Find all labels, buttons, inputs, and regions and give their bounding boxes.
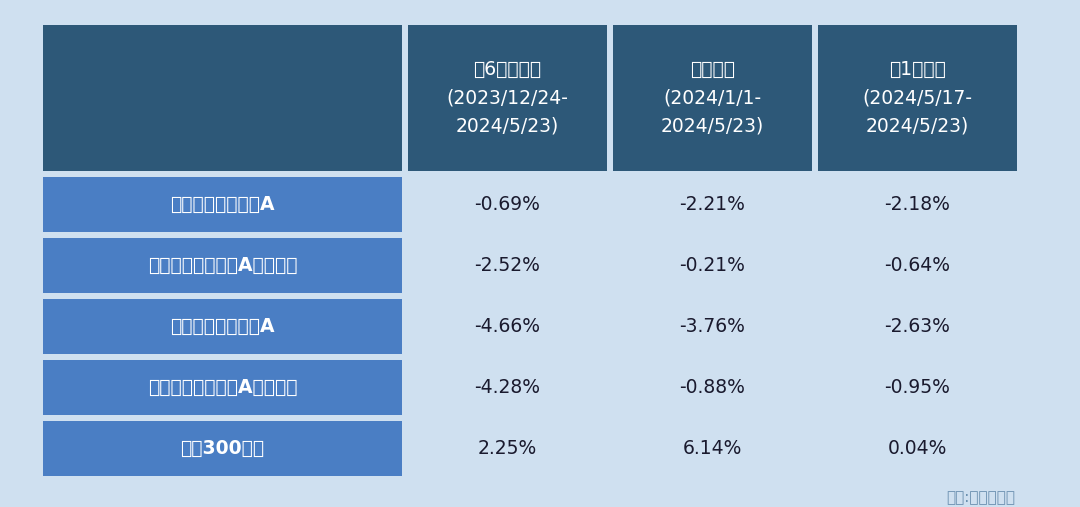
Text: 平安核心优势混合A: 平安核心优势混合A: [171, 317, 274, 336]
Text: 平安核心优势混合A同类基金: 平安核心优势混合A同类基金: [148, 378, 297, 396]
Text: 0.04%: 0.04%: [888, 439, 947, 457]
Text: 今年以来
(2024/1/1-
2024/5/23): 今年以来 (2024/1/1- 2024/5/23): [661, 60, 765, 135]
Text: 制图:《金证研》: 制图:《金证研》: [946, 490, 1015, 505]
Text: 2.25%: 2.25%: [477, 439, 537, 457]
Bar: [613, 359, 812, 415]
Text: 近1周以来
(2024/5/17-
2024/5/23): 近1周以来 (2024/5/17- 2024/5/23): [863, 60, 972, 135]
Bar: [43, 177, 402, 232]
Bar: [408, 299, 607, 354]
Text: 6.14%: 6.14%: [683, 439, 742, 457]
Bar: [43, 24, 402, 171]
Bar: [818, 177, 1017, 232]
Bar: [613, 299, 812, 354]
Text: 平安医疗健康混合A同类基金: 平安医疗健康混合A同类基金: [148, 256, 297, 275]
Text: -0.88%: -0.88%: [679, 378, 745, 396]
Bar: [408, 24, 607, 171]
Text: -4.66%: -4.66%: [474, 317, 540, 336]
Bar: [818, 359, 1017, 415]
Bar: [613, 24, 812, 171]
Bar: [613, 238, 812, 293]
Text: -3.76%: -3.76%: [679, 317, 745, 336]
Text: 沪深300指数: 沪深300指数: [180, 439, 265, 457]
Bar: [408, 359, 607, 415]
Bar: [408, 420, 607, 476]
Bar: [818, 238, 1017, 293]
Text: -0.69%: -0.69%: [474, 195, 540, 214]
Bar: [818, 24, 1017, 171]
Text: -2.63%: -2.63%: [885, 317, 950, 336]
Bar: [818, 420, 1017, 476]
Text: -4.28%: -4.28%: [474, 378, 540, 396]
Bar: [43, 299, 402, 354]
Text: 平安医疗健康混合A: 平安医疗健康混合A: [171, 195, 274, 214]
Bar: [43, 238, 402, 293]
Text: -0.64%: -0.64%: [885, 256, 950, 275]
Text: -0.21%: -0.21%: [679, 256, 745, 275]
Bar: [613, 420, 812, 476]
Bar: [408, 238, 607, 293]
Text: -2.52%: -2.52%: [474, 256, 540, 275]
Bar: [408, 177, 607, 232]
Text: -0.95%: -0.95%: [885, 378, 950, 396]
Bar: [818, 299, 1017, 354]
Bar: [43, 420, 402, 476]
Text: -2.21%: -2.21%: [679, 195, 745, 214]
Text: 近6个月以来
(2023/12/24-
2024/5/23): 近6个月以来 (2023/12/24- 2024/5/23): [446, 60, 568, 135]
Bar: [43, 359, 402, 415]
Text: -2.18%: -2.18%: [885, 195, 950, 214]
Bar: [613, 177, 812, 232]
